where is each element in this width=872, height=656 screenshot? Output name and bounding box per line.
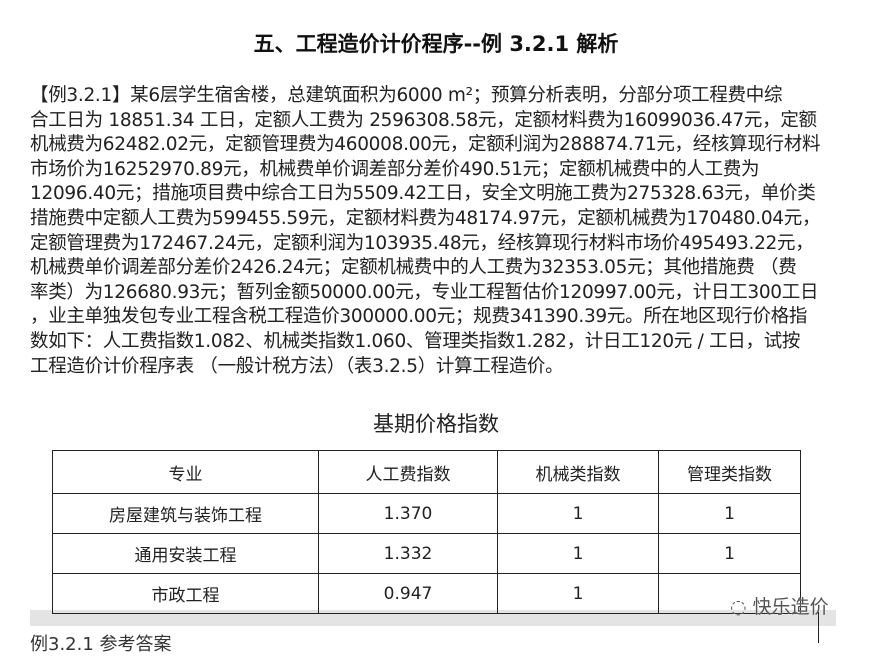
- paragraph-line: 机械费为62482.02元，定额管理费为460008.00元，定额利润为2888…: [30, 134, 821, 156]
- table-row: 市政工程 0.947 1: [52, 573, 801, 614]
- paragraph-line: 措施费中定额人工费为599455.59元，定额材料费为48174.97元，定额机…: [30, 207, 821, 229]
- header-cell: 管理类指数: [658, 450, 801, 494]
- table-cell: 房屋建筑与装饰工程: [52, 493, 319, 534]
- table-cell: 通用安装工程: [52, 533, 319, 574]
- paragraph-line: 工程造价计价程序表 （一般计税方法）（表3.2.5）计算工程造价。: [30, 355, 564, 377]
- table-cell: 1.332: [318, 533, 498, 574]
- table-cell: 1: [658, 533, 801, 574]
- example-paragraph: 【例3.2.1】某6层学生宿舍楼，总建筑面积为6000 m²；预算分析表明，分部…: [30, 84, 820, 379]
- table-header-row: 专业 人工费指数 机械类指数 管理类指数: [52, 450, 801, 494]
- paragraph-line: 率类）为126680.93元；暂列金额50000.00元，专业工程暂估价1209…: [30, 281, 819, 303]
- paragraph-line: ，业主单独发包专业工程含税工程造价300000.00元；规费341390.39元…: [30, 306, 808, 328]
- table-row: 房屋建筑与装饰工程 1.370 1 1: [52, 493, 801, 534]
- panel-shadow-strip: [30, 610, 836, 626]
- paragraph-line: 数如下：人工费指数1.082、机械类指数1.060、管理类指数1.282，计日工…: [30, 330, 801, 352]
- price-index-table: 专业 人工费指数 机械类指数 管理类指数 房屋建筑与装饰工程 1.370 1 1…: [52, 450, 801, 614]
- table-cell: 0.947: [318, 573, 498, 614]
- table-cell: 1.370: [318, 493, 498, 534]
- paragraph-line: 市场价为16252970.89元，机械费单价调差部分差价490.51元；定额机械…: [30, 158, 760, 180]
- paragraph-line: 【例3.2.1】某6层学生宿舍楼，总建筑面积为6000 m²；预算分析表明，分部…: [30, 85, 783, 106]
- header-cell: 机械类指数: [497, 450, 659, 494]
- header-cell: 专业: [52, 450, 319, 494]
- paragraph-line: 定额管理费为172467.24元，定额利润为103935.48元，经核算现行材料…: [30, 232, 814, 254]
- table-cell: 1: [658, 493, 801, 534]
- watermark-text: 快乐造价: [752, 596, 829, 618]
- table-cell: 1: [497, 493, 659, 534]
- table-cell: 市政工程: [52, 573, 319, 614]
- table-cell: [658, 573, 801, 614]
- table-cell: 1: [497, 533, 659, 574]
- answer-heading-clipped: 例3.2.1 参考答案: [30, 634, 172, 655]
- table-cell: 1: [497, 573, 659, 614]
- header-cell: 人工费指数: [318, 450, 498, 494]
- paragraph-line: 合工日为 18851.34 工日，定额人工费为 2596308.58元，定额材料…: [30, 109, 817, 131]
- table-row: 通用安装工程 1.332 1 1: [52, 533, 801, 574]
- table-title: 基期价格指数: [373, 412, 499, 436]
- watermark: ◌ 快乐造价: [730, 592, 829, 619]
- wechat-icon: ◌: [730, 596, 753, 618]
- paragraph-line: 12096.40元；措施项目费中综合工日为5509.42工日，安全文明施工费为2…: [30, 183, 816, 205]
- page-title: 五、工程造价计价程序--例 3.2.1 解析: [253, 32, 619, 56]
- paragraph-line: 机械费单价调差部分差价2426.24元；定额机械费中的人工费为32353.05元…: [30, 257, 797, 279]
- divider: [818, 612, 819, 643]
